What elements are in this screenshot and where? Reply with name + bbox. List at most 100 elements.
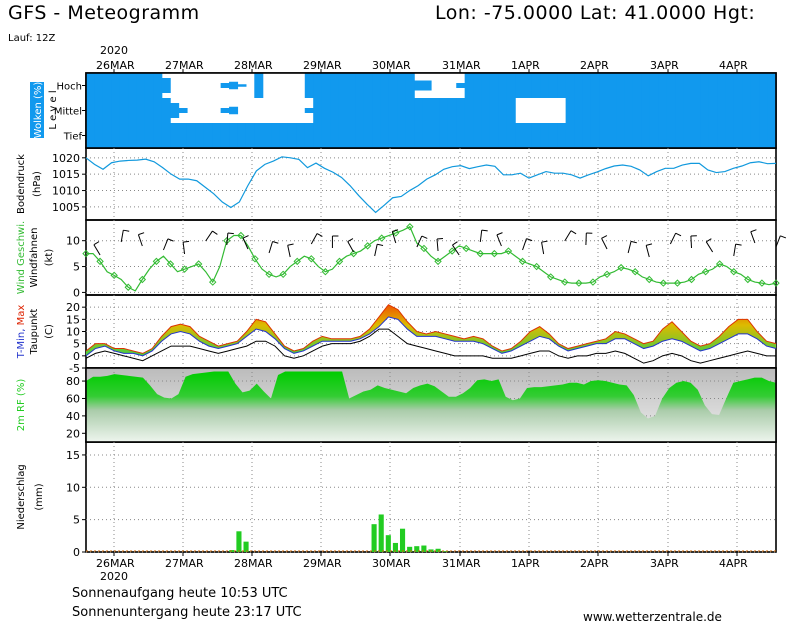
cloud-cell <box>717 73 727 98</box>
cloud-cell <box>161 123 171 148</box>
cloud-cell <box>649 73 659 98</box>
temperature-unit: (C) <box>44 324 55 339</box>
cloud-cell <box>405 73 415 98</box>
wind-marker <box>603 270 611 279</box>
y-tick-label: 5 <box>73 261 80 274</box>
cloud-cell <box>86 98 96 123</box>
cloud-cell <box>346 73 356 98</box>
cloud-cell <box>733 73 743 98</box>
cloud-cell <box>759 73 769 98</box>
cloud-cell <box>557 123 567 148</box>
cloud-cell <box>372 98 382 123</box>
cloud-cell <box>262 123 272 148</box>
cloud-cell <box>767 73 777 98</box>
wind-marker <box>645 275 653 284</box>
cloud-cell <box>119 98 129 123</box>
cloud-cell <box>641 98 651 123</box>
cloud-cell <box>473 98 483 123</box>
cloud-cell <box>153 98 163 123</box>
cloud-cell <box>725 123 735 148</box>
cloud-cell <box>220 83 230 88</box>
wind-barb-flag <box>272 241 279 244</box>
cloud-cell <box>767 98 777 123</box>
cloud-cell <box>363 98 373 123</box>
cloud-cell <box>515 73 525 98</box>
wind-barb <box>733 244 737 257</box>
cloud-cell <box>473 123 483 148</box>
date-label-bottom: 29MAR <box>303 557 342 570</box>
wind-marker <box>349 249 358 258</box>
cloud-cell <box>254 73 264 98</box>
cloud-cell <box>414 98 424 123</box>
cloud-cell <box>254 123 264 148</box>
date-label-bottom: 26MAR <box>96 557 135 570</box>
wind-barb <box>452 244 460 256</box>
wind-barb <box>601 238 608 250</box>
cloud-cell <box>574 73 584 98</box>
date-label-bottom: 1APR <box>511 557 540 570</box>
panel-frame <box>85 367 777 443</box>
cloud-label-bg <box>30 82 44 138</box>
cloud-cell <box>557 73 567 98</box>
cloud-cell <box>464 73 474 98</box>
dewpoint-line <box>85 328 776 364</box>
cloud-cell <box>161 98 171 123</box>
date-label-top: 26MAR <box>96 59 135 72</box>
wind-barb-flag <box>750 229 757 233</box>
wind-barb <box>287 245 291 258</box>
cloud-cell <box>616 73 626 98</box>
cloud-cell <box>397 73 407 98</box>
cloud-cell <box>540 123 550 148</box>
cloud-cell <box>649 123 659 148</box>
wind-barb <box>182 242 186 255</box>
cloud-cell <box>683 98 693 123</box>
wind-barb-flag <box>392 229 399 233</box>
wind-marker <box>659 279 668 287</box>
cloud-cell <box>94 123 104 148</box>
temperature-band <box>86 304 776 356</box>
wind-marker <box>631 268 639 276</box>
cloud-cell <box>397 98 407 123</box>
wind-barb <box>268 241 274 254</box>
cloud-cell <box>700 123 710 148</box>
cloud-cell <box>582 123 592 148</box>
wind-barb-flag <box>780 235 787 239</box>
dewpoint-ylabel: Taupunkt <box>29 309 40 356</box>
wind-marker <box>448 247 456 255</box>
y-tick-label: 5 <box>73 514 80 527</box>
wind-marker <box>532 262 541 271</box>
y-tick-label: 20 <box>66 301 80 314</box>
cloud-cell <box>725 98 735 123</box>
cloud-cell <box>355 123 365 148</box>
cloud-cell <box>203 123 213 148</box>
cloud-cell <box>212 123 222 148</box>
date-label-bottom: 30MAR <box>372 557 411 570</box>
cloud-cell <box>481 73 491 98</box>
cloud-cell <box>590 73 600 98</box>
precip-ylabel: Niederschlag <box>16 464 27 529</box>
cloud-cell <box>683 73 693 98</box>
cloud-cell <box>607 73 617 98</box>
cloud-cell <box>506 73 516 98</box>
cloud-cell <box>691 73 701 98</box>
cloud-cell <box>304 123 314 148</box>
y-tick-label: 1010 <box>52 185 80 198</box>
cloud-cell <box>599 73 609 98</box>
wind-barb <box>416 235 423 248</box>
cloud-cell <box>405 98 415 123</box>
cloud-cell <box>439 123 449 148</box>
wind-barb-flag <box>436 238 444 240</box>
y-tick-label: 0 <box>73 546 80 559</box>
tmin-line <box>85 316 777 357</box>
cloud-cell <box>388 73 398 98</box>
cloud-cell <box>279 123 289 148</box>
cloud-cell <box>178 108 188 113</box>
website-link[interactable]: www.wetterzentrale.de <box>583 610 722 624</box>
cloud-cell <box>355 73 365 98</box>
cloud-cell <box>750 123 760 148</box>
wind-marker <box>730 268 738 276</box>
cloud-cell <box>590 123 600 148</box>
wind-barb <box>242 237 249 250</box>
cloud-cell <box>111 98 121 123</box>
precip-unit: (mm) <box>34 483 45 510</box>
